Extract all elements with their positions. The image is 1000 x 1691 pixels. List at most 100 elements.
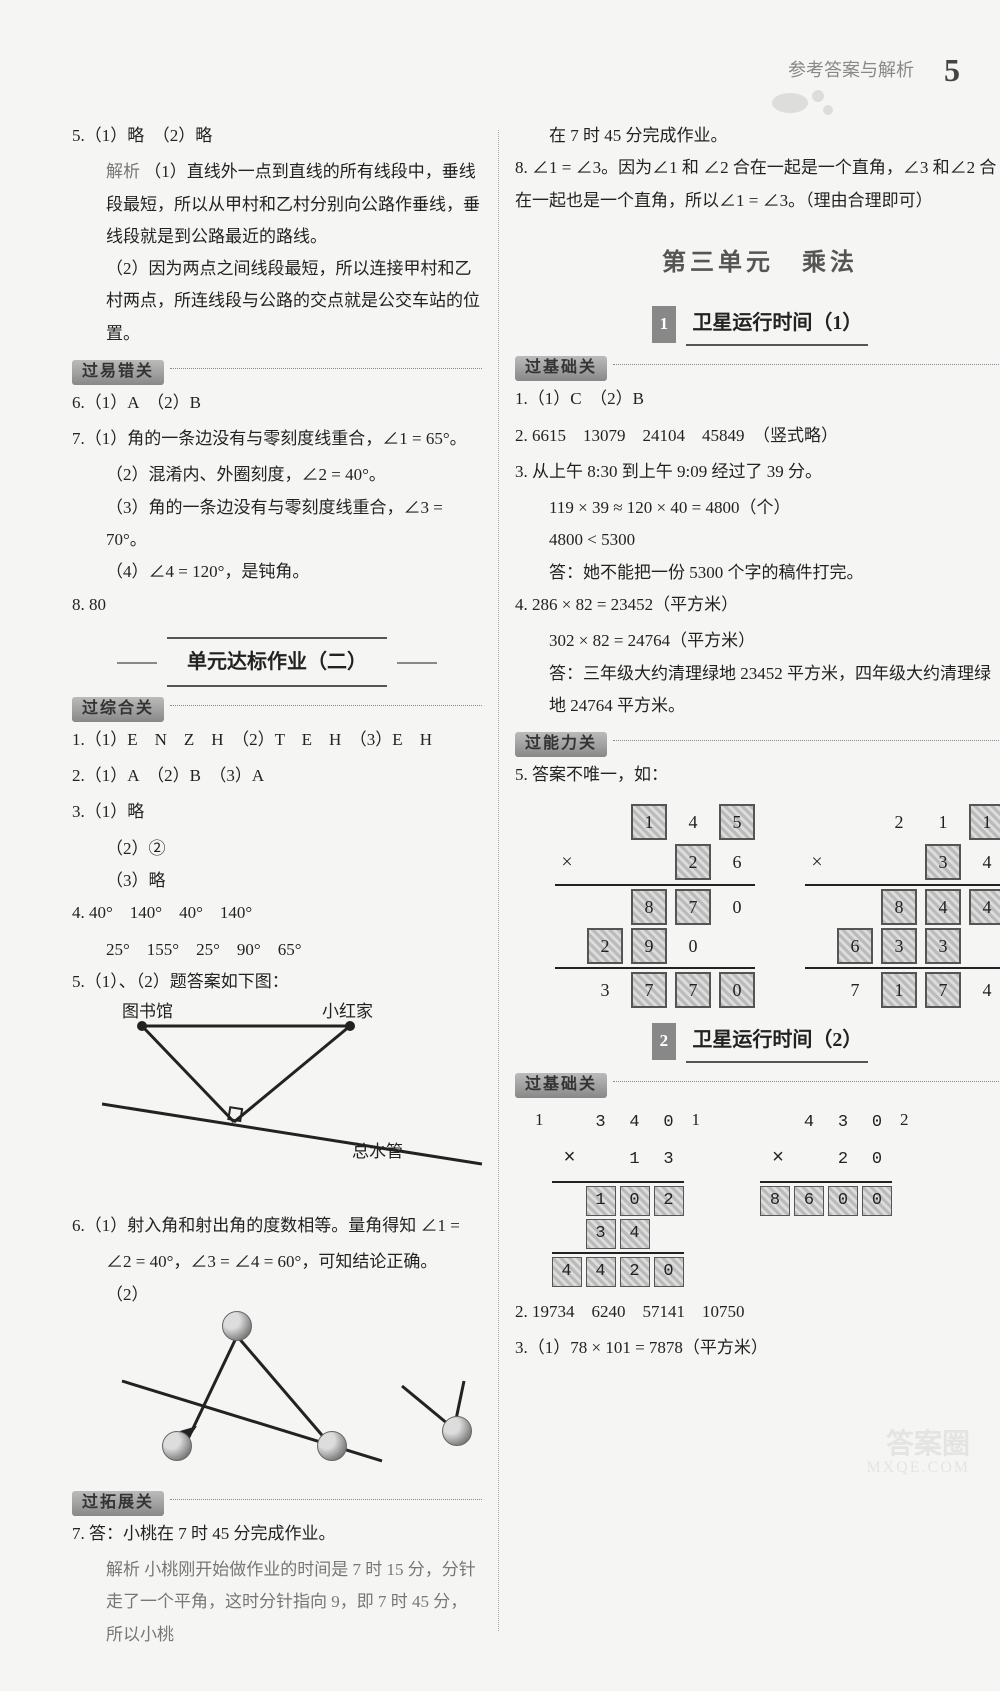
mult-cell: 7 — [837, 972, 873, 1008]
mult-cell: 5 — [719, 804, 755, 840]
ball — [317, 1431, 347, 1461]
mult-cell: 1 — [881, 972, 917, 1008]
p3: 3.（1）78 × 101 = 7878（平方米） — [515, 1332, 1000, 1364]
mult-cell: 0 — [862, 1107, 892, 1137]
q7b-explain-text: 小桃刚开始做作业的时间是 7 时 15 分，分针走了一个平角，这时分针指向 9，… — [106, 1560, 476, 1644]
mult-cell: 6 — [719, 844, 755, 880]
right-column: 在 7 时 45 分完成作业。 8. ∠1 = ∠3。因为∠1 和 ∠2 合在一… — [503, 40, 1000, 1651]
mult-cell: 7 — [925, 972, 961, 1008]
diagram1-svg — [102, 1004, 482, 1204]
mult-cell: 1 — [925, 804, 961, 840]
sub-title-2: 2 卫星运行时间（2） — [515, 1021, 1000, 1063]
mult-cell: 1 — [631, 804, 667, 840]
mult-cell: 7 — [675, 889, 711, 925]
s3b: （2）② — [72, 833, 482, 865]
label-library: 图书馆 — [122, 996, 173, 1028]
mult-cell: 2 — [881, 804, 917, 840]
dotline — [613, 1081, 1000, 1082]
mult-row: ×20 — [760, 1140, 892, 1178]
mult-cell: 2 — [654, 1186, 684, 1216]
b4c: 答：三年级大约清理绿地 23452 平方米，四年级大约清理绿地 24764 平方… — [515, 658, 1000, 723]
s3c: （3）略 — [72, 865, 482, 897]
s4b: 25° 155° 25° 90° 65° — [72, 934, 482, 966]
diagram2-svg — [102, 1311, 482, 1481]
tab-base2: 过基础关 — [515, 1073, 607, 1098]
mult-cell: 4 — [620, 1107, 650, 1137]
s5: 5.（1）、（2）题答案如下图： — [72, 966, 482, 998]
p1-right-side: 2 — [900, 1104, 909, 1136]
header-decoration — [770, 88, 840, 118]
mult-op: × — [766, 1140, 790, 1178]
mult-cell: 2 — [675, 844, 711, 880]
mult-row: 34 — [552, 1219, 684, 1249]
b3d: 答：她不能把一份 5300 个字的稿件打完。 — [515, 557, 1000, 589]
b4b: 302 × 82 = 24764（平方米） — [515, 625, 1000, 657]
mult-cell: 4 — [969, 844, 1000, 880]
sub-title-1: 1 卫星运行时间（1） — [515, 304, 1000, 346]
sub1-badge: 1 — [652, 306, 677, 342]
p1-right: 430×208600 — [760, 1104, 892, 1219]
p1-block: 1 340×13102344420 1 430×208600 2 — [535, 1104, 1000, 1290]
label-home: 小红家 — [322, 996, 373, 1028]
mult-cell: 1 — [586, 1186, 616, 1216]
p1-num: 1 — [535, 1104, 544, 1136]
tab-ability: 过能力关 — [515, 732, 607, 757]
mult-row: 8600 — [760, 1186, 892, 1216]
mult-op: × — [805, 843, 829, 881]
s6a: 6.（1）射入角和射出角的度数相等。量角得知 ∠1 = — [72, 1210, 482, 1242]
r-q8: 8. ∠1 = ∠3。因为∠1 和 ∠2 合在一起是一个直角，∠3 和∠2 合在… — [515, 152, 1000, 217]
mult-row: 102 — [552, 1186, 684, 1216]
label-pipe: 总水管 — [352, 1136, 403, 1168]
q8: 8. 80 — [72, 589, 482, 621]
rule — [552, 1181, 684, 1183]
mult-cell: 7 — [631, 972, 667, 1008]
b4a: 4. 286 × 82 = 23452（平方米） — [515, 589, 1000, 621]
mult-row: × 26 — [555, 843, 755, 881]
mult-left: 145×268702903770 — [555, 801, 755, 1011]
header: 参考答案与解析 5 — [788, 40, 960, 101]
mult-cell: 3 — [828, 1107, 858, 1137]
q5-line: 5.（1）略 （2）略 — [72, 120, 482, 152]
mult-cell: 3 — [586, 1219, 616, 1249]
cont: 在 7 时 45 分完成作业。 — [515, 120, 1000, 152]
b3b: 119 × 39 ≈ 120 × 40 = 4800（个） — [515, 492, 1000, 524]
c5: 5. 答案不唯一，如： — [515, 759, 1000, 791]
page: 参考答案与解析 5 5.（1）略 （2）略 解析 （1）直线外一点到直线的所有线… — [0, 0, 1000, 1691]
q7b-explain: 解析 小桃刚开始做作业的时间是 7 时 15 分，分针走了一个平角，这时分针指向… — [72, 1554, 482, 1651]
mult-cell: 0 — [862, 1186, 892, 1216]
q7b: （2）混淆内、外圈刻度，∠2 = 40°。 — [72, 459, 482, 491]
mult-cell: 6 — [794, 1186, 824, 1216]
tab-comp-row: 过综合关 — [72, 697, 482, 722]
mult-row: 7174 — [805, 972, 1000, 1008]
mult-row: ×34 — [805, 843, 1000, 881]
mult-op: × — [555, 843, 579, 881]
mult-cell: 4 — [586, 1257, 616, 1287]
sub1-text: 卫星运行时间（1） — [686, 304, 868, 346]
ball — [442, 1416, 472, 1446]
p2: 2. 19734 6240 57141 10750 — [515, 1296, 1000, 1328]
q7b: 7. 答：小桃在 7 时 45 分完成作业。 — [72, 1518, 482, 1550]
mult-cell: 3 — [587, 972, 623, 1008]
b1: 1.（1）C （2）B — [515, 383, 1000, 415]
mult-cell: 7 — [675, 972, 711, 1008]
ball — [222, 1311, 252, 1341]
q5-explain-1: （1）直线外一点到直线的所有线段中，垂线段最短，所以从甲村和乙村分别向公路作垂线… — [106, 162, 480, 246]
b3a: 3. 从上午 8:30 到上午 9:09 经过了 39 分。 — [515, 456, 1000, 488]
tab-err: 过易错关 — [72, 360, 164, 385]
s2: 2.（1）A （2）B （3）A — [72, 760, 482, 792]
page-number: 5 — [944, 40, 960, 101]
rule — [805, 967, 1000, 969]
mult-cell: 0 — [719, 889, 755, 925]
sub2-badge: 2 — [652, 1023, 677, 1059]
explain-label: 解析 — [106, 162, 140, 181]
sub2-text: 卫星运行时间（2） — [686, 1021, 868, 1063]
rule — [552, 1252, 684, 1254]
mult-cell: 4 — [620, 1219, 650, 1249]
q7d: （4）∠4 = 120°，是钝角。 — [72, 556, 482, 588]
tab-base2-row: 过基础关 — [515, 1073, 1000, 1098]
mult-cell: 2 — [620, 1257, 650, 1287]
mult-cell: 8 — [760, 1186, 790, 1216]
q6: 6.（1）A （2）B — [72, 387, 482, 419]
q7c: （3）角的一条边没有与零刻度线重合，∠3 = 70°。 — [72, 492, 482, 557]
watermark-sub: MXQE.COM — [866, 1453, 970, 1483]
